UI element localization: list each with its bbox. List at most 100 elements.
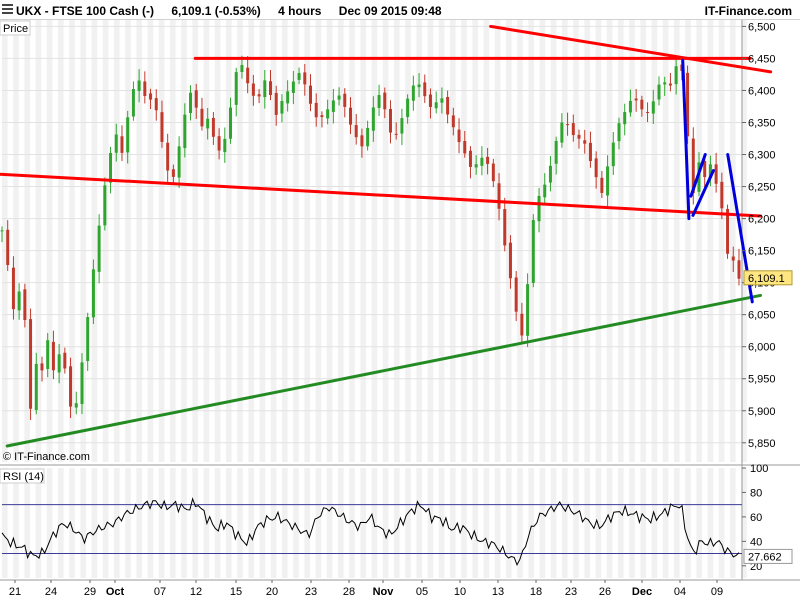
candle-down xyxy=(423,82,427,97)
day-stripe xyxy=(282,20,288,462)
price-axis-label: 5,850 xyxy=(748,438,776,450)
day-stripe xyxy=(528,468,534,578)
candle-down xyxy=(588,142,592,162)
candle-down xyxy=(468,150,472,167)
day-stripe xyxy=(707,468,714,578)
candle-up xyxy=(240,65,244,72)
price-axis-label: 6,500 xyxy=(748,21,776,33)
candle-down xyxy=(726,208,730,254)
day-stripe xyxy=(69,20,75,462)
x-axis-label: 24 xyxy=(45,586,57,598)
day-stripe xyxy=(718,468,725,578)
candle-up xyxy=(297,73,301,80)
day-stripe xyxy=(2,20,8,462)
day-stripe xyxy=(315,468,322,578)
day-stripe xyxy=(595,468,602,578)
blue-trendline xyxy=(691,169,715,217)
x-axis-label: 13 xyxy=(492,586,504,598)
candle-down xyxy=(171,169,175,177)
candle-up xyxy=(189,92,193,114)
candle-up xyxy=(434,102,438,109)
day-stripe xyxy=(741,468,747,578)
candle-up xyxy=(663,82,667,85)
candle-up xyxy=(554,140,558,164)
day-stripe xyxy=(248,20,254,462)
day-stripe xyxy=(562,20,568,462)
price-axis-label: 6,200 xyxy=(748,214,776,226)
candle-down xyxy=(646,111,650,113)
day-stripe xyxy=(651,468,658,578)
candle-down xyxy=(446,96,450,115)
day-stripe xyxy=(662,20,669,462)
day-stripe xyxy=(517,468,523,578)
day-stripe xyxy=(69,468,75,578)
candle-down xyxy=(154,98,158,111)
blue-trendline xyxy=(689,153,707,198)
day-stripe xyxy=(214,468,221,578)
candle-up xyxy=(657,84,661,100)
price-panel xyxy=(0,20,800,462)
day-stripe xyxy=(226,468,232,578)
x-axis-label: 12 xyxy=(190,586,202,598)
day-stripe xyxy=(461,468,467,578)
last-price-tag xyxy=(743,270,793,286)
candle-up xyxy=(548,165,552,183)
day-stripe xyxy=(2,468,8,578)
candle-down xyxy=(491,163,495,182)
day-stripe xyxy=(394,20,400,462)
day-stripe xyxy=(158,468,165,578)
candle-down xyxy=(246,67,250,84)
timestamp: Dec 09 2015 09:48 xyxy=(338,4,442,18)
day-stripe xyxy=(360,20,366,462)
candle-up xyxy=(234,72,238,105)
candle-up xyxy=(17,291,21,311)
x-axis-label: 04 xyxy=(674,586,686,598)
x-axis-label: 15 xyxy=(230,586,242,598)
x-axis-label: Dec xyxy=(632,586,652,598)
day-stripe xyxy=(461,20,467,462)
candle-up xyxy=(177,146,181,178)
x-axis-label: 28 xyxy=(343,586,355,598)
candle-down xyxy=(691,138,695,194)
candle-up xyxy=(531,220,535,283)
menu-icon[interactable] xyxy=(2,4,13,15)
rsi-panel xyxy=(0,468,800,578)
day-stripe xyxy=(304,20,310,462)
candle-down xyxy=(686,72,690,137)
day-stripe xyxy=(427,20,434,462)
day-stripe xyxy=(371,20,378,462)
day-stripe xyxy=(450,468,456,578)
candle-up xyxy=(366,127,370,147)
candle-up xyxy=(526,284,530,336)
brand-label: IT-Finance.com xyxy=(704,4,792,18)
candle-down xyxy=(143,81,147,97)
candle-down xyxy=(200,108,204,127)
green-trendline xyxy=(5,293,762,448)
price-axis-label: 6,150 xyxy=(748,246,776,258)
day-stripe xyxy=(674,468,680,578)
rsi-line xyxy=(1,497,740,567)
candle-up xyxy=(291,81,295,93)
candle-down xyxy=(120,136,124,153)
day-stripe xyxy=(405,468,411,578)
candle-down xyxy=(388,108,392,133)
interval-label: 4 hours xyxy=(278,4,322,18)
day-stripe xyxy=(58,468,64,578)
candle-down xyxy=(486,156,490,164)
candle-down xyxy=(11,267,15,310)
candle-down xyxy=(217,136,221,151)
candle-down xyxy=(160,112,164,142)
candle-down xyxy=(309,85,313,104)
candle-down xyxy=(668,83,672,86)
day-stripe xyxy=(450,20,456,462)
candle-down xyxy=(640,99,644,110)
day-stripe xyxy=(472,20,478,462)
day-stripe xyxy=(192,468,198,578)
candle-down xyxy=(6,229,10,266)
price-label-box xyxy=(0,20,31,36)
candle-up xyxy=(263,80,267,98)
day-stripe xyxy=(506,468,512,578)
day-stripe xyxy=(136,20,142,462)
x-axis-label: 18 xyxy=(530,586,542,598)
